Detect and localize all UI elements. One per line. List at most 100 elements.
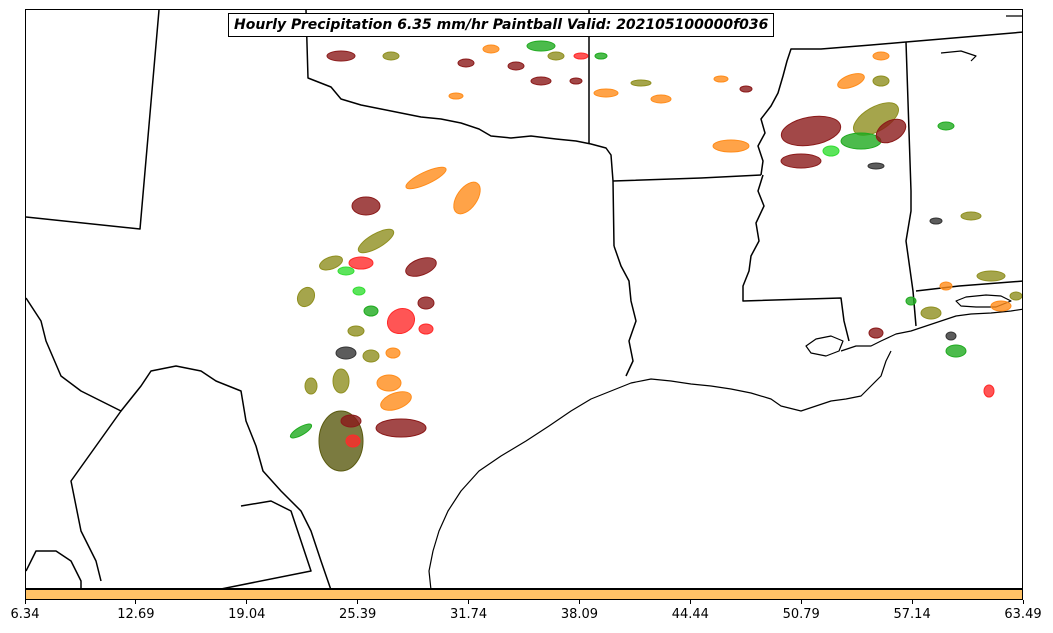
- tick-mark: [246, 600, 248, 604]
- paintball-blob-green: [937, 121, 955, 131]
- paintball-blob-maroon: [375, 418, 427, 438]
- paintball-blob-maroon: [530, 76, 552, 86]
- paintball-blob-dark-gray: [929, 217, 943, 225]
- paintball-blob-olive: [872, 75, 890, 87]
- arkansas-south-border: [612, 174, 762, 182]
- gulf-coast-texas: [428, 350, 892, 588]
- tick-label: 38.09: [560, 607, 599, 622]
- paintball-blob-maroon: [457, 58, 475, 68]
- new-mexico-north-border: [26, 10, 160, 230]
- paintball-blob-orange: [448, 92, 464, 100]
- mississippi-alabama-border: [905, 41, 917, 327]
- tick-label: 19.04: [228, 607, 266, 622]
- tick-label: 44.44: [671, 607, 709, 622]
- lake-pontchartrain: [805, 335, 844, 357]
- paintball-blob-maroon: [351, 196, 381, 216]
- tick-mark: [689, 600, 691, 604]
- tick-mark: [24, 600, 26, 604]
- paintball-blob-red: [348, 256, 374, 270]
- alabama-georgia-border: [905, 31, 1022, 43]
- texas-louisiana-border: [613, 245, 637, 377]
- barrier-islands: [940, 15, 1022, 62]
- paintball-blob-orange: [712, 139, 750, 153]
- tick-label: 63.49: [1004, 607, 1042, 622]
- paintball-blob-olive: [920, 306, 942, 320]
- mississippi-river: [757, 41, 907, 176]
- map-panel: [25, 9, 1023, 589]
- paintball-blob-maroon: [326, 50, 356, 62]
- paintball-contours: [289, 40, 1022, 472]
- paintball-blob-olive: [332, 368, 350, 394]
- paintball-blob-green: [905, 296, 917, 306]
- paintball-blob-dark-gray: [335, 346, 357, 360]
- state-boundaries: [26, 10, 1022, 588]
- louisiana-coast-detail: [840, 308, 1022, 352]
- mobile-bay: [955, 294, 1012, 308]
- paintball-blob-green: [945, 344, 967, 358]
- paintball-blob-orange: [405, 166, 447, 190]
- paintball-blob-orange: [376, 374, 402, 392]
- paintball-blob-maroon: [875, 118, 907, 144]
- tick-mark: [578, 600, 580, 604]
- coastline: [428, 15, 1022, 588]
- tick-mark: [911, 600, 913, 604]
- colorbar-ticks: 6.34 12.69 19.04 25.39 31.74 38.09 44.44 50.79 5…: [0, 600, 1053, 633]
- paintball-blob-red: [573, 52, 589, 60]
- paintball-blob-orange: [713, 75, 729, 83]
- texas-new-mexico-border: [26, 297, 332, 588]
- tick-mark: [800, 600, 802, 604]
- paintball-blob-lime: [337, 266, 355, 276]
- paintball-blob-orange: [385, 347, 401, 359]
- paintball-blob-olive: [547, 51, 565, 61]
- florida-panhandle-border: [915, 280, 1022, 292]
- precipitation-map: [26, 10, 1022, 588]
- tick-label: 6.34: [10, 607, 40, 622]
- paintball-blob-orange: [380, 391, 412, 411]
- paintball-blob-olive: [382, 51, 400, 61]
- louisiana-mississippi-border: [742, 174, 850, 342]
- paintball-blob-red: [345, 434, 361, 448]
- paintball-blob-orange: [650, 94, 672, 104]
- texas-panhandle-border: [305, 10, 615, 247]
- paintball-blob-maroon: [507, 61, 525, 71]
- paintball-blob-green: [363, 305, 379, 317]
- paintball-blob-orange: [593, 88, 619, 98]
- paintball-blob-maroon: [340, 414, 362, 428]
- paintball-blob-maroon: [739, 85, 753, 93]
- tick-label: 12.69: [117, 607, 155, 622]
- paintball-blob-orange: [453, 181, 481, 215]
- paintball-blob-maroon: [405, 257, 437, 277]
- tick-mark: [468, 600, 470, 604]
- paintball-blob-red: [418, 323, 434, 335]
- mexico-coast-small: [26, 550, 82, 588]
- paintball-blob-orange: [837, 73, 865, 89]
- mexico-state-lines: [70, 410, 312, 588]
- paintball-blob-orange: [990, 300, 1012, 312]
- paintball-blob-olive: [319, 255, 343, 271]
- paintball-blob-green: [594, 52, 608, 60]
- paintball-blob-olive: [357, 228, 395, 254]
- paintball-blob-olive: [362, 349, 380, 363]
- paintball-blob-green: [840, 132, 882, 150]
- paintball-blob-maroon: [868, 327, 884, 339]
- paintball-blob-orange: [872, 51, 890, 61]
- tick-label: 50.79: [782, 607, 820, 622]
- paintball-blob-orange: [939, 281, 953, 291]
- paintball-blob-olive: [1009, 291, 1022, 301]
- tick-label: 25.39: [339, 607, 377, 622]
- paintball-blob-orange: [482, 44, 500, 54]
- paintball-blob-lime: [822, 145, 840, 157]
- paintball-blob-dark-gray: [867, 162, 885, 170]
- tick-label: 57.14: [893, 607, 931, 622]
- paintball-blob-olive: [976, 270, 1006, 282]
- paintball-blob-dark-gray: [945, 331, 957, 341]
- paintball-blob-red: [386, 307, 416, 335]
- map-title: Hourly Precipitation 6.35 mm/hr Paintbal…: [228, 13, 775, 37]
- tick-mark: [1022, 600, 1024, 604]
- paintball-blob-olive: [347, 325, 365, 337]
- tick-mark: [357, 600, 359, 604]
- tick-label: 31.74: [449, 607, 488, 622]
- paintball-blob-maroon: [569, 77, 583, 85]
- paintball-blob-red: [983, 384, 995, 398]
- paintball-blob-olive: [304, 377, 318, 395]
